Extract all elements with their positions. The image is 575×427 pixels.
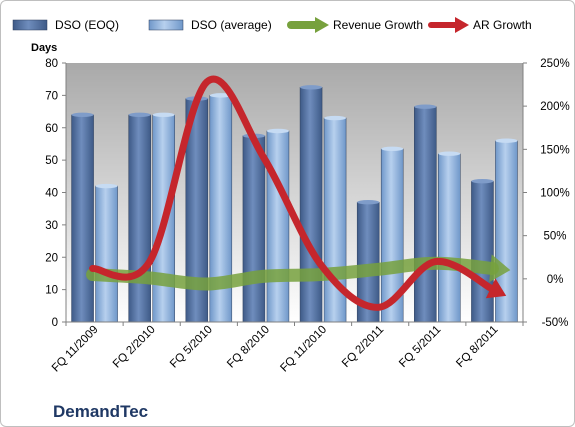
- bar-cap-dso-eoq-4: [300, 85, 323, 90]
- legend-swatch-dso-eoq: [12, 19, 48, 31]
- y-left-tick-label-0: 0: [52, 317, 58, 329]
- x-tick-label-3: FQ 8/2010: [225, 324, 272, 371]
- legend-arrow-revenue-growth: [315, 17, 329, 33]
- bar-cap-dso-eoq-0: [71, 112, 94, 118]
- x-tick-label-7: FQ 8/2011: [454, 324, 500, 370]
- y-right-tick-label-1: 0%: [547, 274, 564, 286]
- bar-dso-eoq-1: [128, 114, 151, 323]
- bar-cap-dso-average-5: [381, 146, 404, 151]
- y-left-tick-label-3: 30: [45, 220, 58, 232]
- bar-cap-dso-eoq-6: [414, 104, 437, 109]
- y-right-tick-label-2: 50%: [543, 231, 566, 243]
- y-left-tick-label-7: 70: [45, 90, 58, 102]
- y-left-tick-label-1: 10: [45, 285, 58, 297]
- x-tick-label-6: FQ 5/2011: [397, 324, 443, 370]
- y-left-tick-label-4: 40: [45, 188, 58, 200]
- legend-label-dso-eoq: DSO (EOQ): [55, 18, 119, 32]
- bar-cap-dso-eoq-7: [471, 178, 494, 184]
- bar-cap-dso-average-1: [152, 112, 175, 118]
- bar-dso-eoq-6: [414, 106, 437, 323]
- x-tick-label-2: FQ 5/2010: [168, 324, 215, 371]
- bar-cap-dso-average-4: [324, 115, 347, 121]
- bar-dso-average-0: [95, 185, 118, 323]
- bar-dso-eoq-3: [242, 135, 266, 323]
- legend: DSO (EOQ) DSO (average) Revenue Growth AR G…: [12, 17, 532, 33]
- bar-cap-dso-average-3: [266, 128, 289, 134]
- bar-dso-eoq-4: [299, 87, 323, 323]
- y-right-tick-label-5: 200%: [540, 101, 569, 113]
- bar-cap-dso-eoq-1: [128, 112, 151, 118]
- bar-cap-dso-average-6: [438, 151, 461, 156]
- arrowhead-revenue-growth: [489, 254, 511, 283]
- bar-cap-dso-eoq-5: [357, 200, 380, 205]
- y-right-tick-label-6: 250%: [540, 58, 569, 70]
- x-tick-label-4: FQ 11/2010: [278, 324, 329, 375]
- y-left-tick-label-6: 60: [45, 123, 58, 135]
- legend-label-ar-growth: AR Growth: [473, 18, 532, 32]
- y-right-tick-label-0: -50%: [542, 317, 569, 329]
- bar-cap-dso-average-2: [209, 93, 232, 98]
- bar-cap-dso-average-0: [95, 183, 118, 189]
- y-axis-left-title: Days: [31, 42, 57, 54]
- y-right-tick-label-4: 150%: [540, 144, 569, 156]
- y-left-tick-label-8: 80: [45, 58, 58, 70]
- bar-dso-average-6: [438, 153, 461, 323]
- y-right-tick-label-3: 100%: [540, 188, 569, 200]
- bar-cap-dso-average-7: [495, 138, 518, 143]
- bar-dso-average-3: [266, 130, 290, 323]
- legend-arrow-ar-growth: [455, 17, 469, 33]
- legend-swatch-dso-average: [148, 19, 184, 31]
- bar-dso-eoq-7: [471, 180, 494, 323]
- y-left-tick-label-5: 50: [45, 155, 58, 167]
- x-tick-label-5: FQ 2/2011: [340, 324, 386, 370]
- y-left-tick-label-2: 20: [45, 252, 58, 264]
- legend-label-dso-average: DSO (average): [191, 18, 272, 32]
- x-tick-label-1: FQ 2/2010: [111, 324, 158, 371]
- legend-label-revenue-growth: Revenue Growth: [333, 18, 423, 32]
- line-ar-growth: [89, 75, 496, 311]
- bar-dso-eoq-0: [71, 114, 94, 323]
- arrowhead-ar-growth: [485, 278, 507, 299]
- x-tick-label-0: FQ 11/2009: [50, 324, 101, 375]
- lines-group: [86, 75, 511, 311]
- brand-label: DemandTec: [53, 402, 148, 421]
